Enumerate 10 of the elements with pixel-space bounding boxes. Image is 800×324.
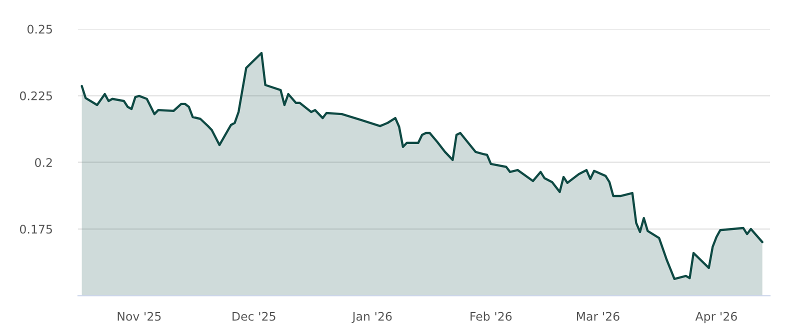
x-tick-label: Apr '26 — [695, 312, 737, 324]
x-tick-label: Dec '25 — [232, 312, 276, 321]
y-tick-label: 0.25 — [27, 24, 52, 34]
y-tick-label: 0.225 — [20, 91, 52, 100]
x-tick-label: Mar '26 — [576, 312, 620, 321]
y-tick-label: 0.2 — [35, 158, 52, 168]
x-tick-label: Jan '26 — [352, 312, 392, 324]
y-tick-label: 0.175 — [20, 224, 52, 234]
x-tick-label: Nov '25 — [118, 312, 161, 321]
x-tick-label: Feb '26 — [470, 312, 512, 321]
